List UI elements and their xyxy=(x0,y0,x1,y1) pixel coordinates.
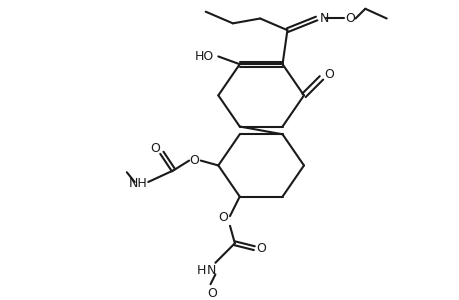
Text: NH: NH xyxy=(129,177,148,190)
Text: O: O xyxy=(189,154,198,167)
Text: O: O xyxy=(207,287,217,300)
Text: O: O xyxy=(345,12,355,25)
Text: H: H xyxy=(196,264,206,277)
Text: O: O xyxy=(324,68,334,81)
Text: O: O xyxy=(150,142,160,155)
Text: O: O xyxy=(218,212,228,224)
Text: N: N xyxy=(207,264,216,277)
Text: HO: HO xyxy=(195,50,214,63)
Text: O: O xyxy=(256,242,265,255)
Text: N: N xyxy=(319,12,328,25)
